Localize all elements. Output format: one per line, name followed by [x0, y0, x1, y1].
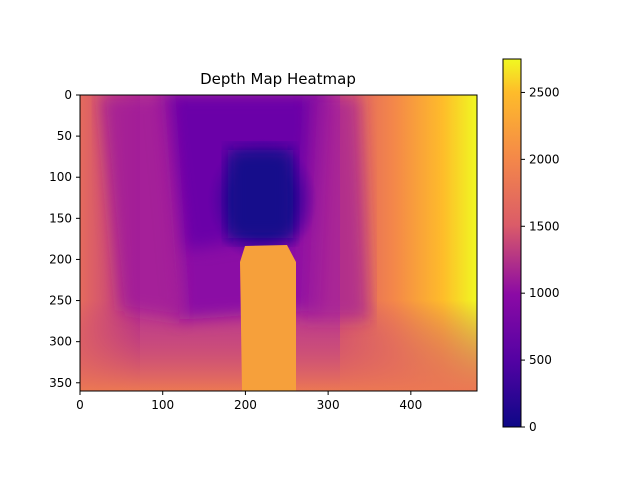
- y-tick-label: 100: [49, 170, 72, 184]
- x-tick-label: 200: [234, 398, 257, 412]
- y-tick-label: 150: [49, 211, 72, 225]
- colorbar-tick-label: 1500: [529, 219, 560, 233]
- y-tick-label: 350: [49, 376, 72, 390]
- y-tick-label: 300: [49, 335, 72, 349]
- y-axis: 0 50 100 150 200 250 300 350: [49, 88, 80, 390]
- x-tick-label: 300: [317, 398, 340, 412]
- y-tick-label: 50: [57, 129, 72, 143]
- plot-frame: [79, 94, 478, 392]
- chart-title: Depth Map Heatmap: [200, 70, 356, 88]
- colorbar-tick-label: 500: [529, 353, 552, 367]
- colorbar-tick-label: 1000: [529, 286, 560, 300]
- colorbar-tick-label: 2000: [529, 152, 560, 166]
- colorbar-tick-label: 2500: [529, 85, 560, 99]
- heatmap-image: [80, 95, 477, 391]
- x-tick-label: 400: [399, 398, 422, 412]
- x-tick-label: 100: [151, 398, 174, 412]
- y-tick-label: 250: [49, 294, 72, 308]
- colorbar-tick-label: 0: [529, 420, 537, 434]
- colorbar-gradient: [502, 58, 522, 428]
- y-tick-label: 0: [64, 88, 72, 102]
- colorbar-ticks: 0 500 1000 1500 2000 2500: [521, 85, 560, 434]
- x-axis: 0 100 200 300 400: [76, 391, 422, 412]
- colorbar: 0 500 1000 1500 2000 2500: [502, 58, 560, 434]
- x-tick-label: 0: [76, 398, 84, 412]
- y-tick-label: 200: [49, 252, 72, 266]
